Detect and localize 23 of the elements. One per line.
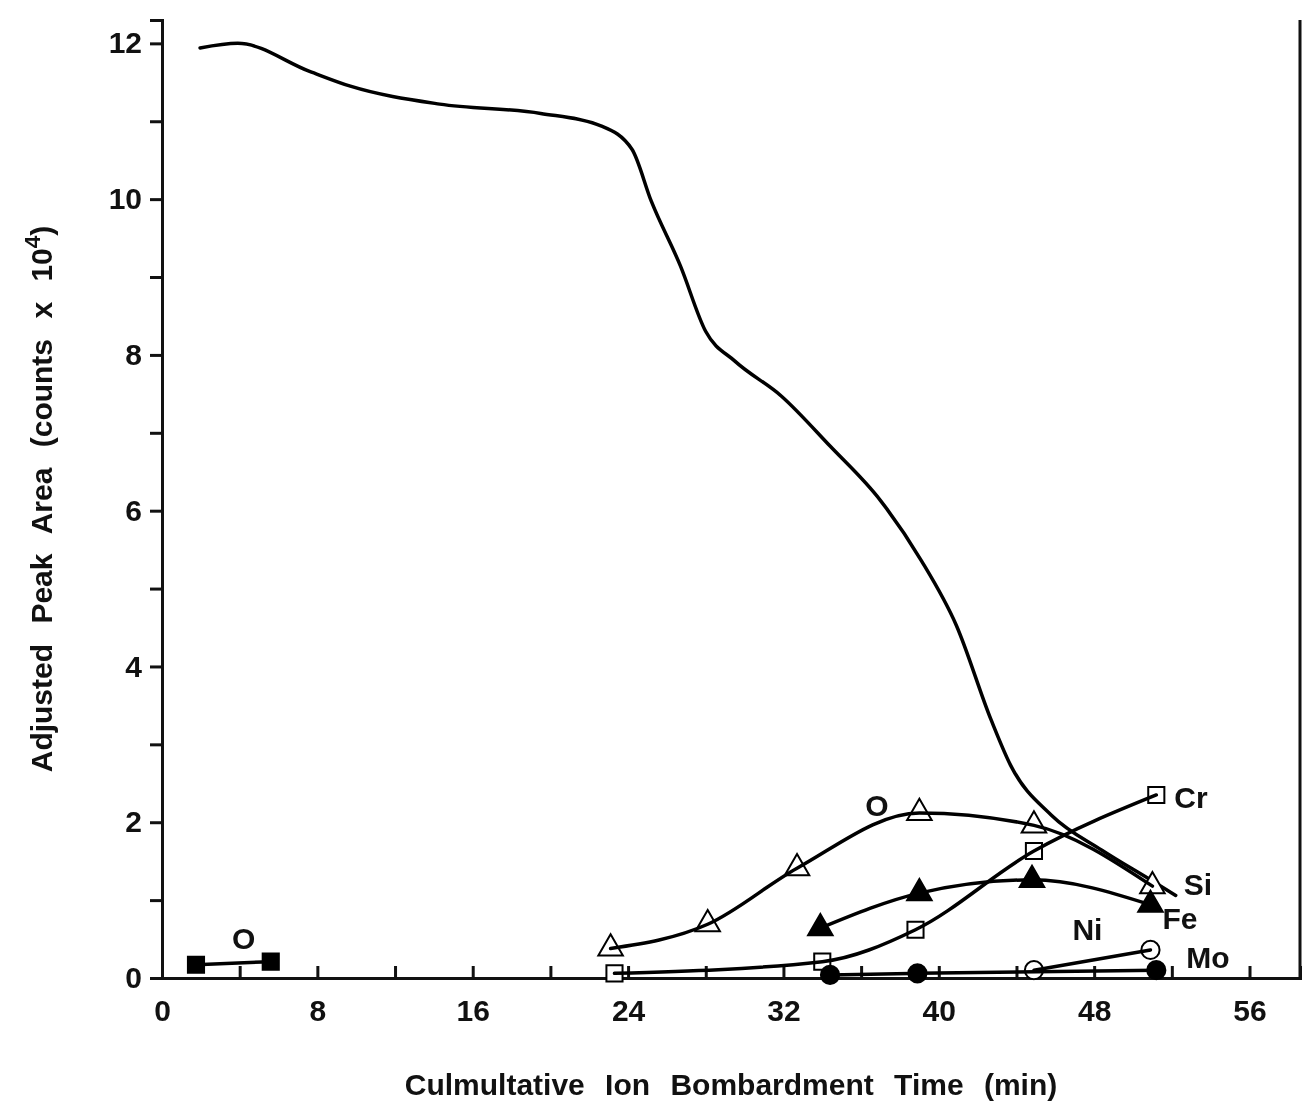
x-tick-label: 0 bbox=[154, 994, 171, 1028]
y-tick-label: 2 bbox=[125, 805, 142, 839]
x-tick-label: 48 bbox=[1077, 994, 1112, 1028]
series-label: Fe bbox=[1162, 901, 1198, 935]
x-tick-label: 56 bbox=[1233, 994, 1267, 1028]
y-tick-label: 12 bbox=[108, 26, 142, 60]
x-tick-label: 40 bbox=[922, 994, 956, 1028]
x-tick-label: 32 bbox=[767, 994, 801, 1028]
series-label: O bbox=[231, 921, 256, 955]
x-axis-title: Culmultative Ion Bombardment Time (min) bbox=[404, 1068, 1058, 1101]
series-label: O bbox=[865, 788, 889, 822]
y-tick-label: 10 bbox=[108, 182, 142, 216]
y-tick-label: 8 bbox=[125, 338, 142, 372]
x-tick-label: 24 bbox=[611, 994, 646, 1028]
series-label: Si bbox=[1183, 868, 1213, 902]
x-tick-label: 8 bbox=[309, 994, 327, 1028]
y-tick-label: 0 bbox=[125, 961, 142, 995]
series-label: Cr bbox=[1174, 780, 1208, 814]
series-label: Mo bbox=[1186, 941, 1230, 975]
series-label: Ni bbox=[1072, 912, 1103, 946]
y-tick-label: 6 bbox=[125, 493, 142, 527]
y-tick-label: 4 bbox=[125, 649, 143, 683]
x-tick-label: 16 bbox=[456, 994, 490, 1028]
